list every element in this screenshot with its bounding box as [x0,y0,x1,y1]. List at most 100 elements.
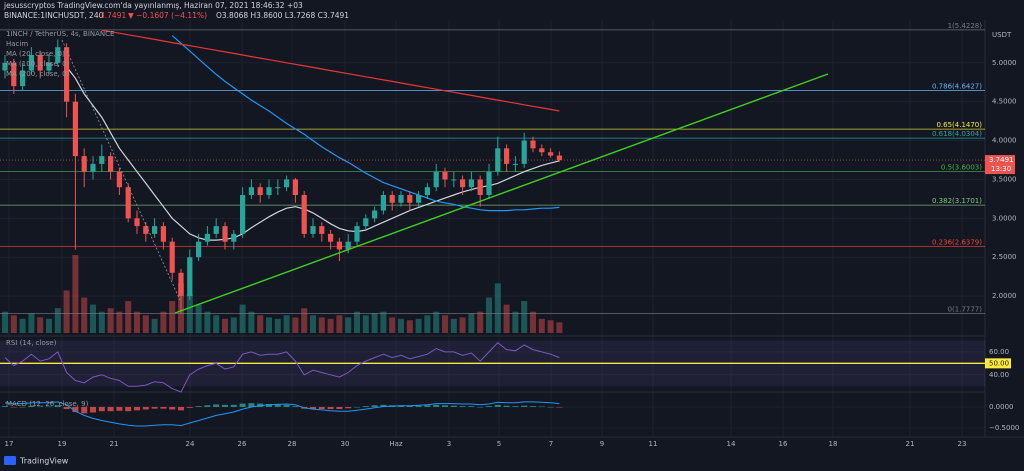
macd-histogram-bar [107,406,114,412]
volume-bar [318,317,325,333]
macd-histogram-bar [90,406,96,413]
candle-body [416,195,422,203]
macd-histogram-bar [503,405,510,407]
volume-bar [530,311,536,333]
candle-body [398,195,404,203]
legend-ma: MA (200, close, 0) [6,70,70,78]
volume-bar [415,318,422,333]
moving-average [101,29,560,112]
candle-body [99,156,105,164]
candle-body [468,179,474,188]
volume-bar [371,313,378,333]
y-tick-label: 3.0000 [992,214,1017,222]
candle-body [20,70,26,87]
candle-body [46,62,52,71]
candle-body [345,241,351,250]
candle-body [266,187,272,195]
macd-histogram-bar [2,406,8,407]
candle-body [530,140,536,149]
candle-body [248,187,254,195]
volume-bar [283,315,290,333]
fib-label: 0.5(3.6003) [941,164,982,172]
macd-histogram-bar [63,406,70,410]
macd-histogram-bar [380,404,387,407]
candle-body [389,195,395,203]
x-tick-label: 5 [497,440,501,448]
candle-body [521,140,527,164]
candle-body [460,179,466,188]
candle-body [81,156,87,172]
volume-bar [90,304,96,333]
volume-bar [37,317,44,333]
candle-body [37,55,43,71]
macd-histogram-bar [310,406,316,410]
macd-histogram-bar [547,406,554,408]
countdown: 13:30 [991,165,1011,173]
macd-histogram-bar [345,406,352,409]
y-tick-label: 4.5000 [992,98,1017,106]
volume-bar [142,315,149,333]
rsi-line [4,342,560,393]
candle-body [442,171,448,180]
macd-histogram-bar [274,404,281,407]
macd-histogram-bar [72,406,79,413]
macd-histogram-bar [239,403,246,407]
volume-bar [406,320,413,333]
volume-bar [63,290,70,333]
change: ▼ −0.1607 (−4.11%) [128,11,207,20]
volume-bar [424,315,431,333]
macd-histogram-bar [169,406,176,410]
macd-histogram-bar [433,404,440,407]
candle-body [178,272,184,297]
volume-bar [503,304,510,333]
volume-bar [54,308,61,333]
candle-body [116,171,122,188]
macd-histogram-bar [186,406,193,408]
macd-histogram-bar [230,404,237,407]
y-tick-label: 4.0000 [992,137,1017,145]
macd-histogram-bar [450,405,457,407]
x-tick-label: 26 [238,440,247,448]
x-tick-label: 3 [447,440,451,448]
volume-bar [362,315,369,333]
candle-body [222,226,228,242]
candle-body [556,155,562,161]
candle-body [424,187,430,195]
candle-body [372,210,378,219]
macd-histogram-bar [477,406,484,408]
macd-histogram-bar [204,405,211,407]
candle-body [354,226,360,242]
candle-body [2,62,8,71]
candle-body [152,226,158,234]
volume-bar [230,317,237,333]
trend-line [174,73,829,314]
candle-body [512,163,518,165]
macd-histogram-bar [46,406,52,408]
price-tag: 3.7491 [989,156,1014,164]
volume-bar [195,304,202,333]
candle-body [196,241,202,258]
macd-histogram-bar [530,406,536,407]
fib-label: 0(1.7777) [948,305,983,313]
volume-bar [538,318,545,333]
currency: USDT [992,31,1012,39]
legend-symbol: 1INCH / TetherUS, 4s, BINANCE [6,30,114,38]
macd-histogram-bar [494,404,501,407]
x-tick-label: 30 [341,440,350,448]
macd-histogram-bar [142,406,149,410]
macd-histogram-bar [134,406,140,411]
macd-histogram-bar [362,406,369,407]
candle-body [90,163,96,172]
fib-label: 0.382(3.1701) [932,197,982,205]
volume-bar [292,317,299,333]
volume-bar [72,255,79,333]
macd-line [4,401,560,427]
x-tick-label: 24 [186,440,195,448]
volume-bar [512,311,519,333]
fib-label: 0.236(2.6379) [932,238,982,246]
author-line: jesusscryptos TradingView.com'da yayınla… [3,1,303,10]
volume-bar [204,311,211,333]
x-tick-label: 28 [288,440,297,448]
candle-body [28,55,34,71]
symbol-line: BINANCE:1INCHUSDT, 240 [4,11,104,20]
